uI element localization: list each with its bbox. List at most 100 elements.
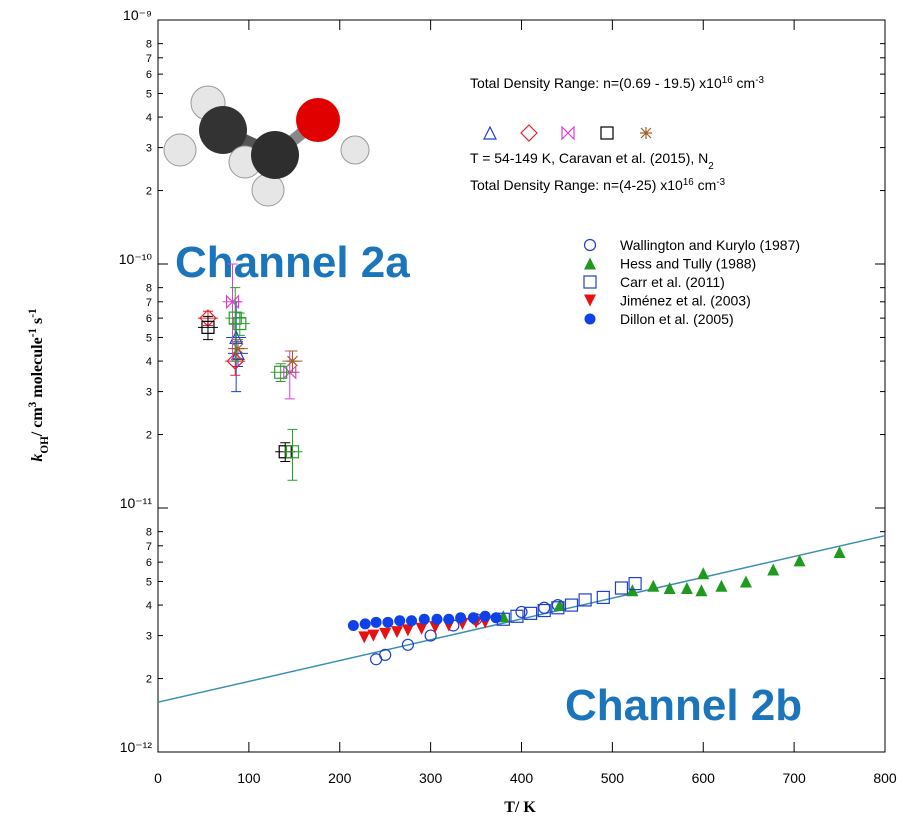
text-part: s: [29, 318, 46, 328]
fit-line: [158, 536, 885, 702]
point: [740, 575, 752, 587]
point: [647, 580, 659, 592]
point: [382, 617, 393, 628]
point: [468, 612, 479, 623]
y-axis-label: kOH/ cm3 molecule-1 s-1: [27, 308, 51, 462]
channel-label: Channel 2a: [175, 238, 410, 287]
y-tick-label: 7: [146, 297, 152, 309]
y-tick-label: 5: [146, 88, 152, 100]
legend-marker: [585, 240, 596, 251]
text-part: cm: [694, 177, 717, 193]
point: [394, 615, 405, 626]
y-tick-label: 8: [146, 527, 152, 539]
point: [697, 567, 709, 579]
molecule: [164, 86, 369, 206]
x-tick-label: 700: [782, 770, 806, 786]
text-part: Total Density Range: n=(0.69 - 19.5) x10: [470, 75, 722, 91]
y-tick-label: 8: [146, 39, 152, 51]
point: [358, 631, 370, 643]
point: [406, 615, 417, 626]
y-tick-label: 10⁻¹¹: [120, 495, 153, 511]
point: [491, 612, 502, 623]
text-part: -1: [27, 308, 39, 318]
point: [480, 611, 491, 622]
y-tick-label: 5: [146, 332, 152, 344]
point: [695, 584, 707, 596]
point: [715, 580, 727, 592]
text-part: 16: [722, 75, 733, 86]
chart: 10⁻¹² 2 3 4 5 6 7 8 10⁻¹¹ 2 3 4 5 6 7 8 10⁻¹⁰ 2 3 4 5 6 7 8 10⁻⁹…: [0, 0, 903, 821]
legend-marker: [601, 127, 613, 139]
text-part: -1: [27, 328, 39, 338]
point: [681, 582, 693, 594]
y-tick-label: 6: [146, 557, 152, 569]
y-tick-label: 4: [146, 112, 152, 124]
text-part: k: [29, 454, 46, 462]
text-part: OH: [39, 436, 51, 454]
point: [419, 614, 430, 625]
point: [615, 582, 627, 594]
y-tick-label: 8: [146, 283, 152, 295]
channel-label: Channel 2b: [565, 681, 802, 730]
y-tick-label: 6: [146, 313, 152, 325]
point: [767, 563, 779, 575]
x-tick-label: 400: [510, 770, 534, 786]
y-tick-label: 7: [146, 53, 152, 65]
point: [379, 628, 391, 640]
x-tick-label: 800: [873, 770, 897, 786]
legend-marker: [584, 258, 596, 270]
legend-label: Hess and Tully (1988): [620, 256, 756, 272]
legend-marker: [562, 127, 574, 139]
point: [367, 630, 379, 642]
x-tick-label: 600: [692, 770, 716, 786]
annotation: T = 54-149 K, Caravan et al. (2015), N2: [470, 150, 714, 172]
legend-marker: [584, 276, 596, 288]
y-tick-label: 4: [146, 356, 152, 368]
text-part: 2: [708, 161, 713, 172]
text-part: Total Density Range: n=(4-25) x10: [470, 177, 683, 193]
legend-marker: [484, 127, 496, 139]
x-tick-label: 100: [237, 770, 261, 786]
x-tick-label: 200: [328, 770, 352, 786]
y-tick-label: 3: [146, 387, 152, 399]
point: [539, 602, 550, 613]
text-part: 16: [683, 177, 694, 188]
y-tick-label: 5: [146, 576, 152, 588]
y-tick-label: 6: [146, 69, 152, 81]
y-tick-label: 2: [146, 674, 152, 686]
text-part: molecule: [29, 337, 46, 401]
y-tick-label: 10⁻¹²: [120, 739, 153, 755]
y-tick-label: 2: [146, 430, 152, 442]
point: [626, 584, 638, 596]
legend-marker: [640, 127, 652, 139]
point: [455, 612, 466, 623]
text-part: -3: [755, 75, 764, 86]
x-tick-label: 300: [419, 770, 443, 786]
legend-label: Wallington and Kurylo (1987): [620, 237, 800, 253]
y-tick-label: 10⁻¹⁰: [119, 251, 153, 267]
y-tick-label: 3: [146, 631, 152, 643]
point: [348, 620, 359, 631]
point: [431, 614, 442, 625]
legend-label: Carr et al. (2011): [620, 274, 725, 290]
x-tick-label: 500: [601, 770, 625, 786]
legend-label: Jiménez et al. (2003): [620, 293, 751, 309]
text-part: T = 54-149 K, Caravan et al. (2015), N: [470, 150, 708, 166]
point: [371, 617, 382, 628]
plot-frame: [158, 20, 885, 752]
x-tick-label: 0: [154, 770, 162, 786]
point: [232, 343, 244, 355]
y-tick-label: 3: [146, 143, 152, 155]
point: [391, 626, 403, 638]
text-part: / cm: [29, 407, 46, 438]
y-tick-label: 2: [146, 186, 152, 198]
legend-marker: [521, 125, 537, 141]
point: [443, 614, 454, 625]
point: [286, 355, 298, 367]
y-tick-label: 10⁻⁹: [123, 7, 152, 23]
y-tick-label: 7: [146, 541, 152, 553]
legend-marker: [584, 295, 596, 307]
point: [565, 599, 577, 611]
legend-marker: [585, 314, 596, 325]
y-tick-label: 4: [146, 600, 152, 612]
